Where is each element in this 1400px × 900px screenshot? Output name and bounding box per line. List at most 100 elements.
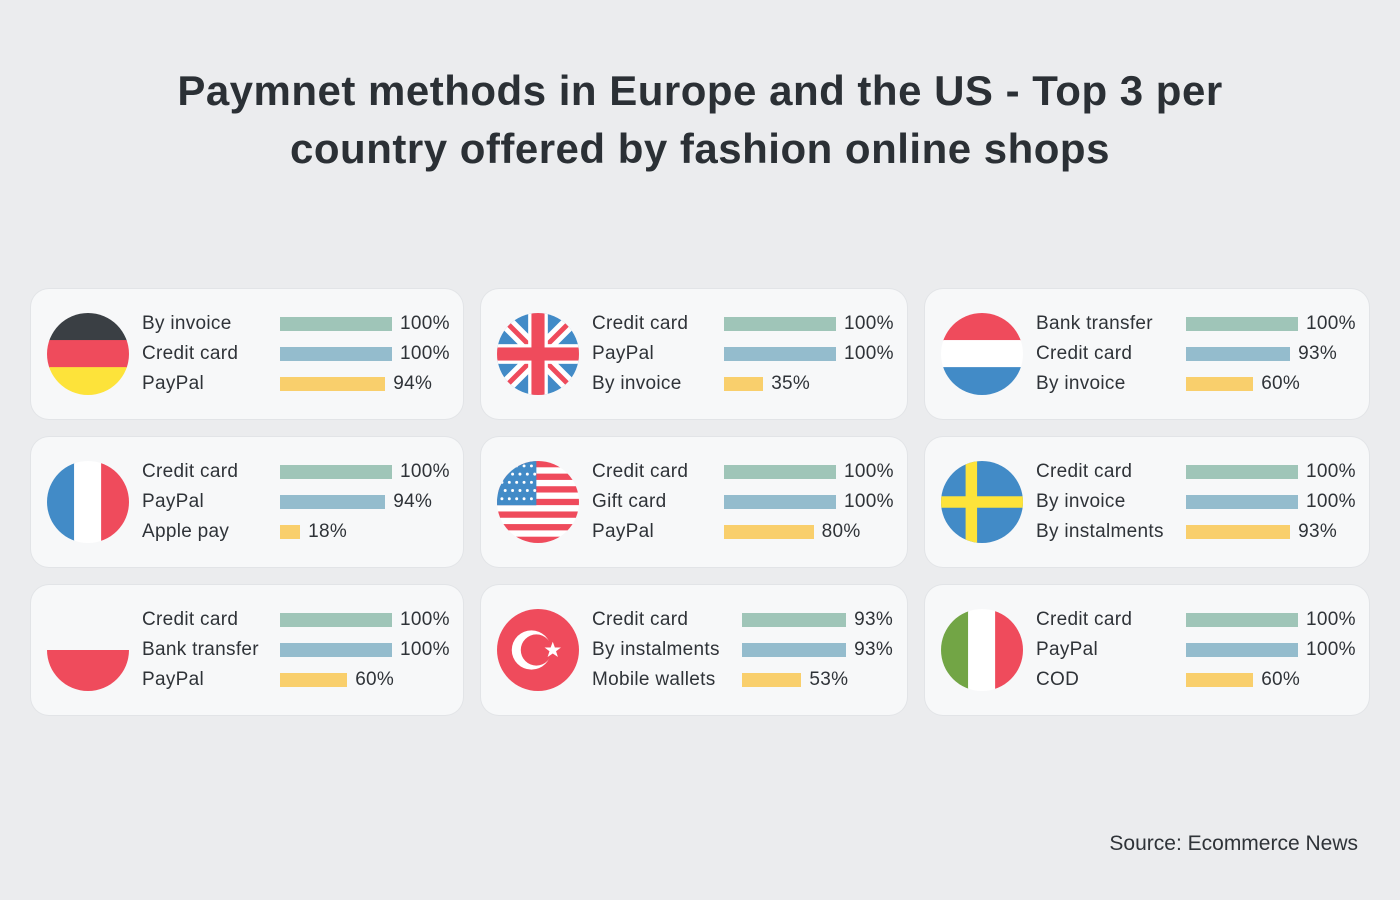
bar-value-label: 100% — [844, 461, 894, 482]
bar-label: Credit card — [142, 461, 239, 482]
bar-label: PayPal — [142, 669, 205, 690]
bar-label: Credit card — [592, 461, 689, 482]
bar-label: By invoice — [592, 373, 682, 394]
bar — [1186, 465, 1298, 479]
bar-label: Credit card — [1036, 461, 1133, 482]
bar — [280, 673, 348, 687]
bar-label: Credit card — [592, 609, 689, 630]
bar — [280, 643, 392, 657]
bar-value-label: 94% — [393, 491, 433, 512]
bar — [1186, 347, 1291, 361]
bar-label: By instalments — [1036, 521, 1164, 542]
flag-netherlands-icon — [941, 313, 1023, 395]
country-card-france: Credit card 100% PayPal 94% Apple pay 18% — [31, 437, 463, 567]
bar — [1186, 673, 1254, 687]
flag-france-icon — [47, 461, 129, 543]
bar-value-label: 100% — [400, 343, 450, 364]
bar-label: Mobile wallets — [592, 669, 716, 690]
bar-label: Credit card — [592, 313, 689, 334]
bar — [280, 317, 392, 331]
bar — [1186, 643, 1298, 657]
bar — [1186, 525, 1291, 539]
bar-label: PayPal — [592, 521, 655, 542]
country-card-poland: Credit card 100% Bank transfer 100% PayPal 60… — [31, 585, 463, 715]
bar-row: COD 60% — [925, 665, 1369, 695]
bar-label: PayPal — [142, 491, 205, 512]
flag-italy-icon — [941, 609, 1023, 691]
title-line-2: country offered by fashion online shops — [290, 125, 1110, 172]
bar-value-label: 93% — [854, 639, 894, 660]
country-card-italy: Credit card 100% PayPal 100% COD 60% — [925, 585, 1369, 715]
bar-value-label: 93% — [1298, 521, 1338, 542]
bar-row: Credit card 100% — [925, 457, 1369, 487]
bar — [724, 377, 764, 391]
bar — [280, 495, 386, 509]
bar-row: Credit card 93% — [925, 339, 1369, 369]
bar-row: Credit card 100% — [31, 605, 463, 635]
bar-value-label: 100% — [1306, 491, 1356, 512]
bar-value-label: 100% — [400, 313, 450, 334]
bar-value-label: 53% — [809, 669, 849, 690]
bar-row: PayPal 100% — [481, 339, 907, 369]
chart-title: Paymnet methods in Europe and the US - T… — [0, 62, 1400, 178]
bar-value-label: 100% — [1306, 461, 1356, 482]
bar-row: PayPal 100% — [925, 635, 1369, 665]
bar-row: Bank transfer 100% — [925, 309, 1369, 339]
bar-row: PayPal 94% — [31, 369, 463, 399]
bar — [1186, 377, 1254, 391]
bar — [742, 643, 847, 657]
bar-value-label: 60% — [1261, 373, 1301, 394]
bar-row: Credit card 100% — [925, 605, 1369, 635]
bar — [724, 347, 836, 361]
bar — [1186, 317, 1298, 331]
bar-row: Credit card 100% — [481, 457, 907, 487]
bar-row: Credit card 100% — [481, 309, 907, 339]
bar — [724, 525, 814, 539]
bar — [280, 613, 392, 627]
bar-row: Credit card 93% — [481, 605, 907, 635]
bar — [742, 613, 847, 627]
bar-row: PayPal 94% — [31, 487, 463, 517]
bar — [1186, 495, 1298, 509]
bar-row: By invoice 100% — [31, 309, 463, 339]
bar-label: Bank transfer — [142, 639, 259, 660]
bar-row: PayPal 80% — [481, 517, 907, 547]
bar — [280, 465, 392, 479]
bar — [280, 377, 386, 391]
country-card-united-states: Credit card 100% Gift card 100% PayPal 80% — [481, 437, 907, 567]
bar — [724, 317, 836, 331]
bar-label: Credit card — [142, 609, 239, 630]
bar-label: PayPal — [142, 373, 205, 394]
bar-row: By instalments 93% — [481, 635, 907, 665]
bar-row: Bank transfer 100% — [31, 635, 463, 665]
country-card-netherlands: Bank transfer 100% Credit card 93% By invoic… — [925, 289, 1369, 419]
bar-value-label: 100% — [400, 609, 450, 630]
flag-germany-icon — [47, 313, 129, 395]
bar-value-label: 100% — [400, 639, 450, 660]
bar-value-label: 60% — [355, 669, 395, 690]
bar-value-label: 100% — [400, 461, 450, 482]
bar-value-label: 100% — [844, 343, 894, 364]
bar-value-label: 80% — [821, 521, 861, 542]
flag-sweden-icon — [941, 461, 1023, 543]
bar-value-label: 100% — [1306, 639, 1356, 660]
bar — [280, 525, 301, 539]
bar-value-label: 100% — [1306, 313, 1356, 334]
country-card-sweden: Credit card 100% By invoice 100% By instalme… — [925, 437, 1369, 567]
bar-label: By instalments — [592, 639, 720, 660]
bar-value-label: 100% — [844, 313, 894, 334]
bar-label: Credit card — [1036, 609, 1133, 630]
bar-value-label: 100% — [844, 491, 894, 512]
title-line-1: Paymnet methods in Europe and the US - T… — [177, 67, 1223, 114]
bar — [280, 347, 392, 361]
bar-row: By invoice 35% — [481, 369, 907, 399]
flag-turkey-icon — [497, 609, 579, 691]
bar — [724, 495, 836, 509]
bar-row: By invoice 60% — [925, 369, 1369, 399]
source-note: Source: Ecommerce News — [1109, 832, 1358, 855]
bar-value-label: 35% — [771, 373, 811, 394]
bar — [742, 673, 802, 687]
bar-label: COD — [1036, 669, 1080, 690]
bar-label: Bank transfer — [1036, 313, 1153, 334]
bar-label: By invoice — [1036, 491, 1126, 512]
